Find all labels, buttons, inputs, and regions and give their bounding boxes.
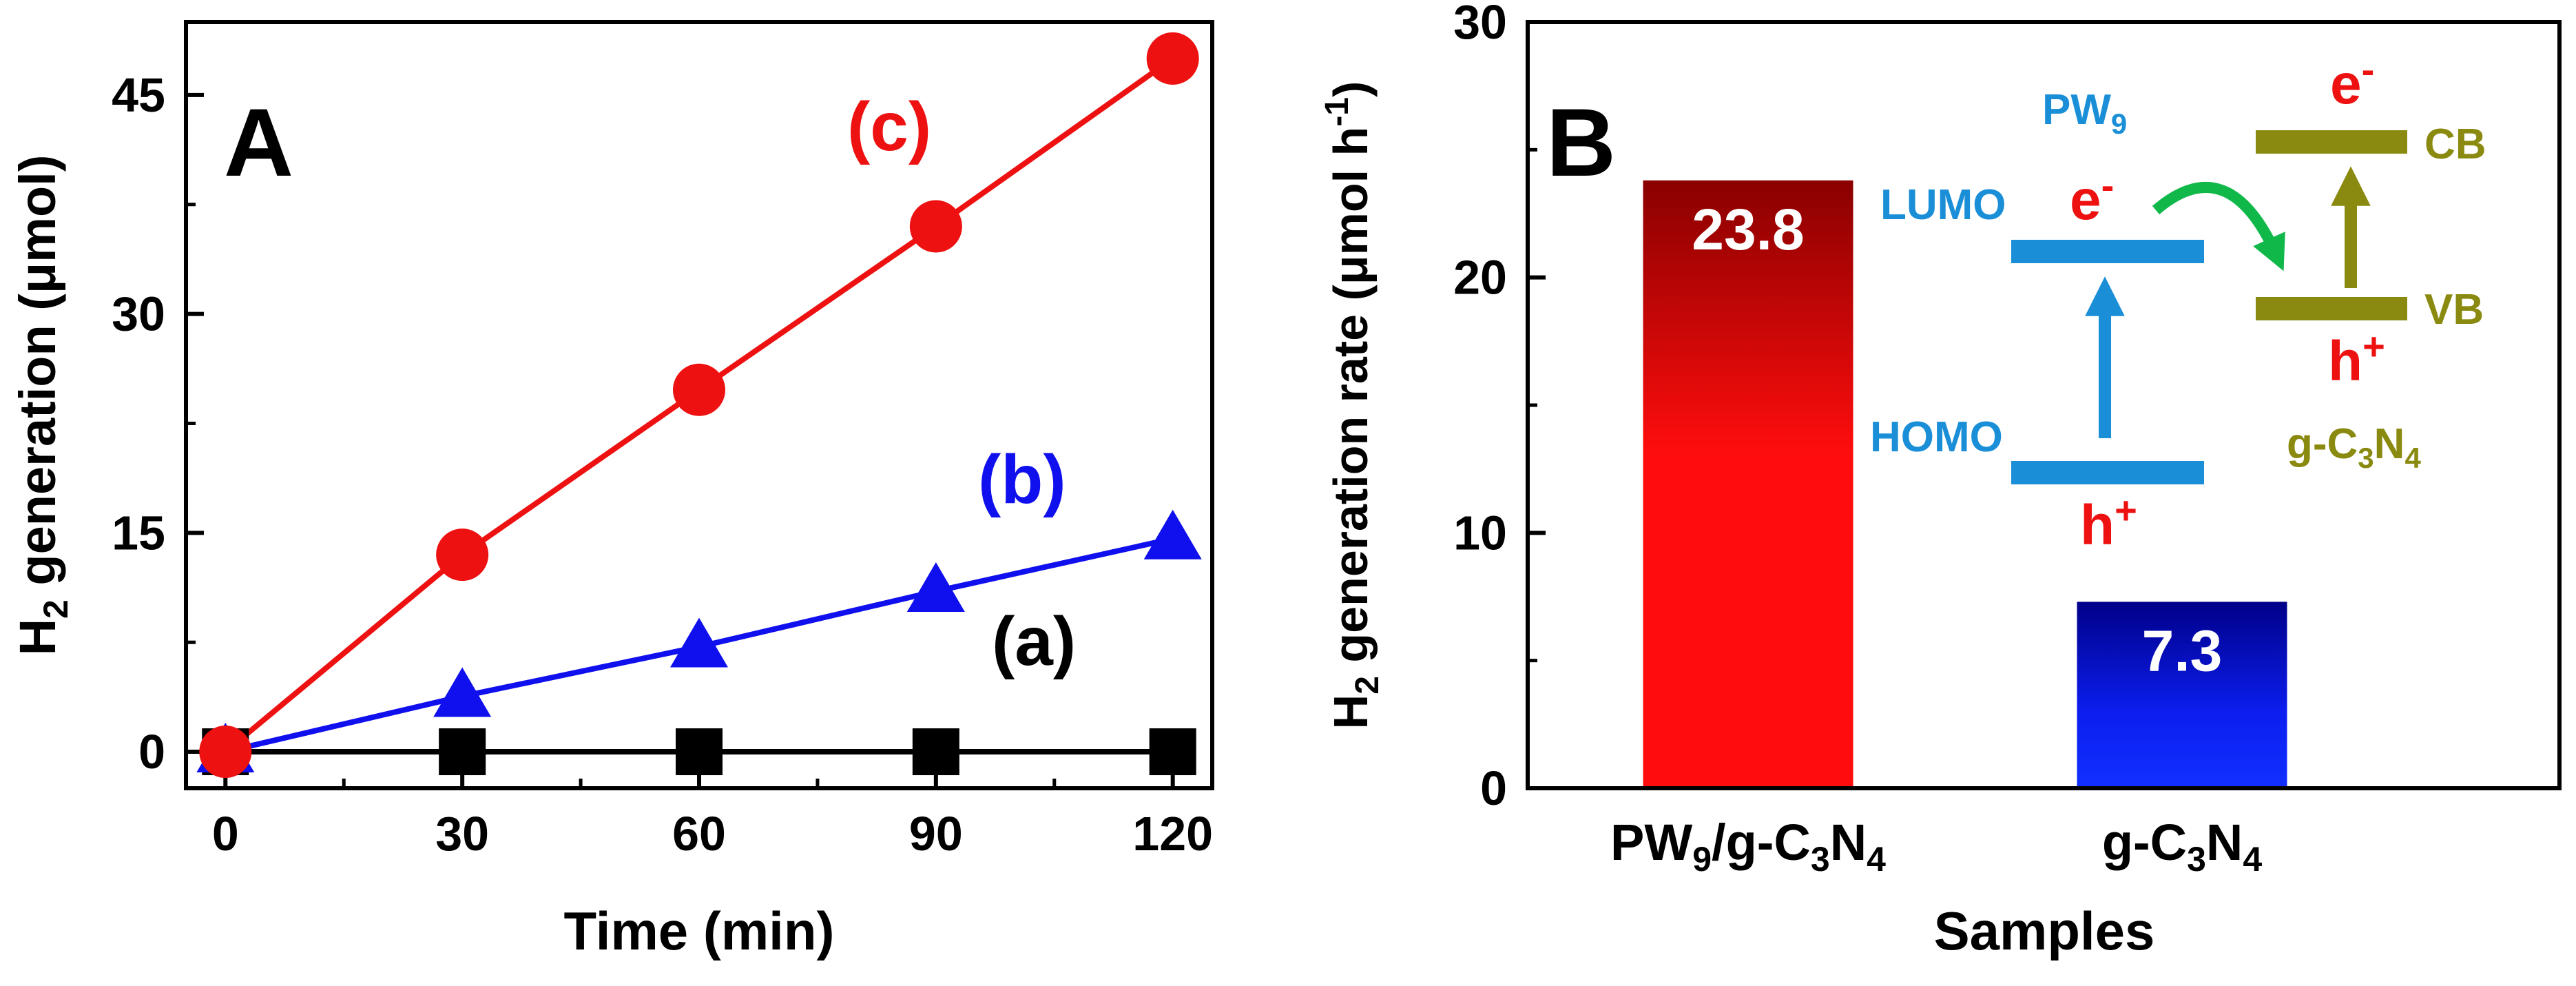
x-tick-label: 60 (672, 807, 726, 861)
bar-gcn (2077, 602, 2287, 788)
vb-hole: h+ (2328, 325, 2385, 393)
homo-label: HOMO (1870, 413, 2003, 461)
band-scheme: PW9 LUMO e- HOMO h+ e- CB VB h+ g-C3N4 (1870, 48, 2486, 557)
panel-b-ticks: 0 10 20 30 (1453, 0, 2184, 815)
y-tick-label: 20 (1453, 251, 1507, 305)
panel-a-frame (184, 20, 1214, 790)
panel-a-series (196, 32, 1202, 779)
data-point-b (433, 667, 492, 717)
y-tick-label: 30 (112, 287, 165, 341)
lumo-label: LUMO (1880, 181, 2006, 229)
homo-hole: h+ (2080, 489, 2137, 557)
panel-b-y-axis-title: H2 generation rate (μmol h-1) (1319, 81, 1386, 730)
y-tick-label: 15 (112, 506, 165, 559)
data-point-c (673, 363, 725, 416)
y-tick-label: 45 (112, 68, 165, 122)
data-point-c (1146, 32, 1199, 85)
electron-transfer-arrow (2152, 181, 2285, 271)
series-label-a: (a) (992, 603, 1076, 680)
series-label-c: (c) (847, 88, 931, 165)
cb-electron: e- (2330, 48, 2374, 116)
data-point-a (1149, 728, 1196, 776)
data-point-a (676, 728, 723, 776)
gcn-title: g-C3N4 (2287, 420, 2421, 474)
x-tick-label: 0 (212, 807, 239, 861)
bar-value-label: 7.3 (2142, 618, 2223, 683)
x-tick-label-pw9-gcn: PW9/g-C3N4 (1610, 814, 1886, 879)
panel-a-x-axis-title: Time (min) (564, 901, 835, 961)
data-point-a (439, 728, 486, 776)
y-tick-label: 0 (138, 725, 165, 779)
x-tick-label-gcn: g-C3N4 (2102, 814, 2263, 879)
x-tick-label: 30 (435, 807, 489, 861)
bar-value-label: 23.8 (1692, 197, 1805, 262)
pw9-title: PW9 (2042, 86, 2127, 140)
y-tick-label: 30 (1453, 0, 1507, 49)
panel-b-bars: 23.8 7.3 (1643, 180, 2287, 788)
y-tick-label: 10 (1453, 506, 1507, 559)
series-label-b: (b) (978, 441, 1066, 518)
data-point-b (1143, 509, 1202, 559)
x-tick-label: 90 (909, 807, 963, 861)
vb-label: VB (2424, 286, 2484, 333)
data-point-a (912, 728, 959, 776)
panel-b: 0 10 20 30 23.8 7.3 B PW9/g-C3N4 g-C3N4 Samp… (1319, 0, 2562, 961)
y-tick-label: 0 (1480, 761, 1507, 815)
panel-b-label: B (1546, 88, 1616, 196)
data-point-c (436, 528, 489, 582)
panel-a-ticks: 0 30 60 90 120 0 15 30 45 (112, 68, 1213, 861)
panel-b-x-axis-title: Samples (1934, 901, 2155, 961)
data-point-b (906, 562, 965, 613)
data-point-c (199, 726, 252, 779)
x-tick-label: 120 (1132, 807, 1213, 861)
panel-a-label: A (224, 88, 293, 196)
data-point-c (909, 200, 962, 253)
panel-a-y-axis-title: H2 generation (μmol) (9, 155, 75, 656)
panel-a: 0 30 60 90 120 0 15 30 45 A (c) (b) (a) Time (mi… (9, 20, 1214, 961)
cb-label: CB (2424, 121, 2486, 168)
lumo-electron: e- (2070, 163, 2114, 232)
panel-b-frame (1526, 20, 2562, 790)
bar-pw9-gcn (1643, 180, 1853, 788)
data-point-b (670, 617, 728, 668)
